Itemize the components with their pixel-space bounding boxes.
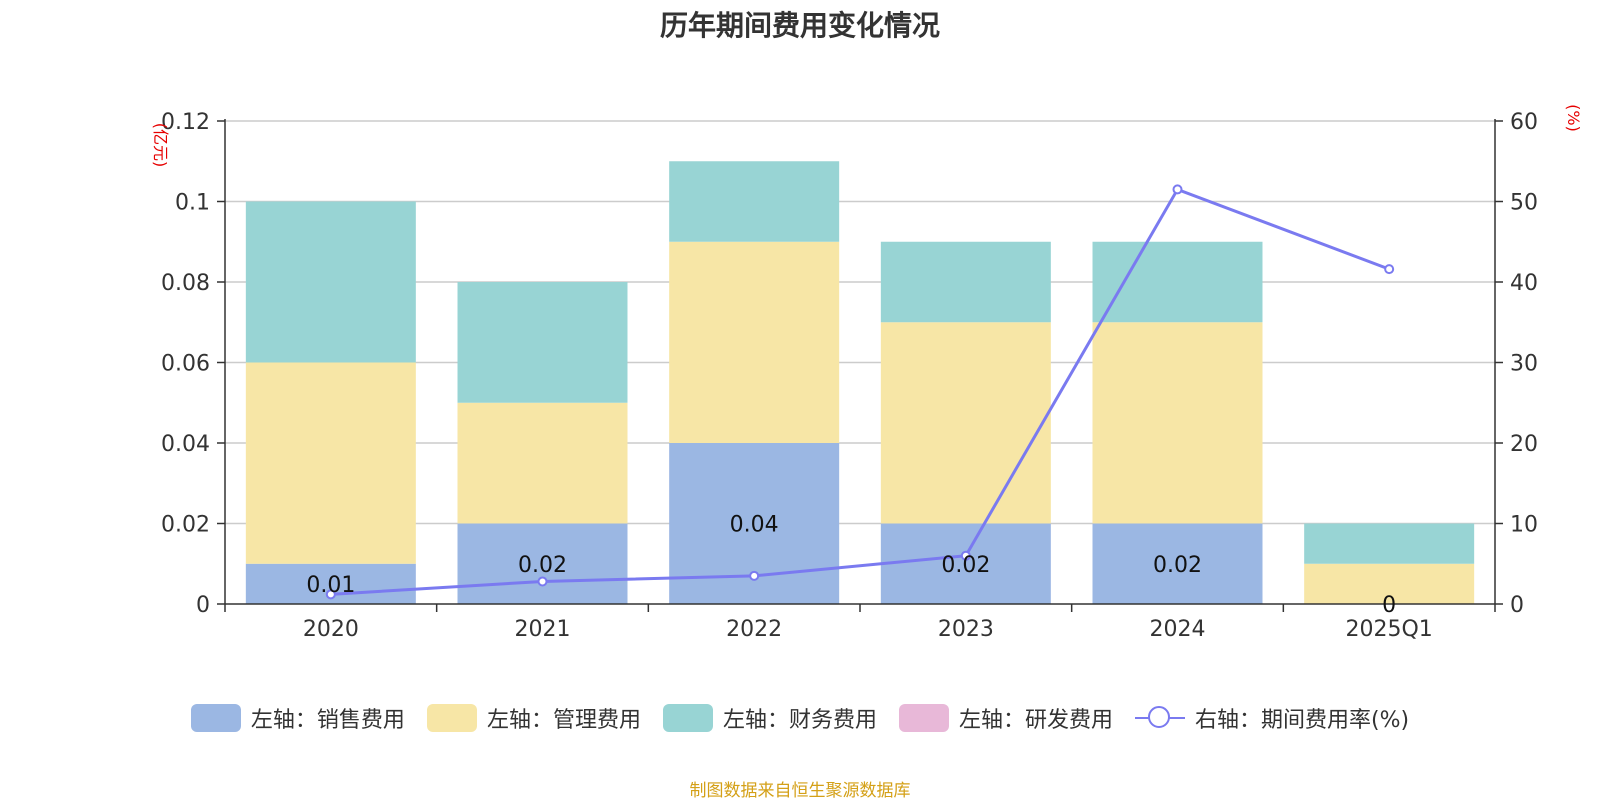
legend-swatch [190, 704, 241, 732]
bar-value-label: 0.01 [306, 573, 355, 598]
bar-segment [1304, 523, 1475, 564]
right-tick-label: 0 [1510, 593, 1524, 618]
legend-label: 右轴：期间费用率(%) [1194, 708, 1410, 733]
bar-segment [880, 523, 1051, 604]
bar-segment [1092, 241, 1263, 323]
bar-segment [1092, 523, 1263, 604]
x-tick-label: 2021 [515, 617, 571, 642]
rate-point [1384, 264, 1395, 275]
rate-point [537, 576, 548, 587]
left-tick-label: 0.04 [161, 432, 210, 457]
bar-segment [457, 523, 628, 604]
legend-label: 左轴：销售费用 [250, 708, 405, 733]
bars [245, 161, 1475, 604]
right-tick-label: 50 [1510, 191, 1538, 216]
rate-point [749, 570, 760, 581]
bar-segment [669, 241, 840, 443]
legend-item[interactable]: 右轴：期间费用率(%) [1134, 702, 1410, 734]
bar-segment [880, 241, 1051, 323]
bar-segment [1092, 322, 1263, 524]
legend-swatch [662, 704, 713, 732]
legend-item[interactable]: 左轴：管理费用 [426, 702, 641, 734]
bar-segment [669, 161, 840, 242]
rate-point [325, 589, 336, 600]
data-labels: 0.01 0.02 0.04 0.02 0.02 0 [306, 513, 1396, 619]
x-tick-label: 2025Q1 [1346, 617, 1433, 642]
axes: 0 0.02 0.04 0.06 0.08 0.1 0.12 0 10 20 30 40 50 60 (亿元… [151, 104, 1583, 642]
right-axis-unit: (%) [1564, 104, 1583, 132]
bar-segment [880, 322, 1051, 524]
legend-label: 左轴：管理费用 [486, 708, 641, 733]
bar-segment [457, 402, 628, 524]
bar-value-label: 0.02 [518, 553, 567, 578]
x-tick-label: 2023 [938, 617, 994, 642]
bar-value-label: 0.02 [1153, 553, 1202, 578]
rate-line [325, 184, 1395, 600]
legend-swatch [898, 704, 949, 732]
left-tick-label: 0.02 [161, 513, 210, 538]
right-tick-label: 60 [1510, 110, 1538, 135]
gridlines [225, 120, 1495, 525]
left-tick-label: 0.08 [161, 271, 210, 296]
x-tick-label: 2024 [1150, 617, 1206, 642]
bar-segment [1304, 563, 1475, 604]
right-tick-label: 40 [1510, 271, 1538, 296]
left-tick-label: 0.1 [175, 191, 210, 216]
chart-title: 历年期间费用变化情况 [659, 9, 940, 42]
bar-value-label: 0 [1382, 593, 1396, 618]
bar-segment [245, 362, 416, 564]
legend-item[interactable]: 左轴：销售费用 [190, 702, 405, 734]
legend-swatch [426, 704, 477, 732]
legend-item[interactable]: 左轴：研发费用 [898, 702, 1113, 734]
x-tick-label: 2020 [303, 617, 359, 642]
bar-segment [457, 282, 628, 403]
right-tick-label: 10 [1510, 513, 1538, 538]
bar-value-label: 0.04 [730, 513, 779, 538]
left-axis-unit: (亿元) [151, 123, 170, 168]
left-tick-label: 0 [196, 593, 210, 618]
legend-line-marker-icon [1134, 704, 1185, 732]
legend-label: 左轴：财务费用 [722, 708, 877, 733]
left-tick-label: 0.12 [161, 110, 210, 135]
bar-value-label: 0.02 [941, 553, 990, 578]
left-tick-label: 0.06 [161, 352, 210, 377]
legend-label: 左轴：研发费用 [958, 708, 1113, 733]
legend-item[interactable]: 左轴：财务费用 [662, 702, 877, 734]
legend: 左轴：销售费用 左轴：管理费用 左轴：财务费用 左轴：研发费用 右轴：期间费用率(%) [0, 702, 1600, 734]
right-tick-label: 20 [1510, 432, 1538, 457]
rate-point [960, 550, 971, 561]
source-note: 制图数据来自恒生聚源数据库 [689, 781, 911, 801]
bar-segment [245, 201, 416, 363]
x-tick-label: 2022 [726, 617, 782, 642]
rate-point [1172, 184, 1183, 195]
right-tick-label: 30 [1510, 352, 1538, 377]
rate-line-path [330, 187, 1390, 596]
